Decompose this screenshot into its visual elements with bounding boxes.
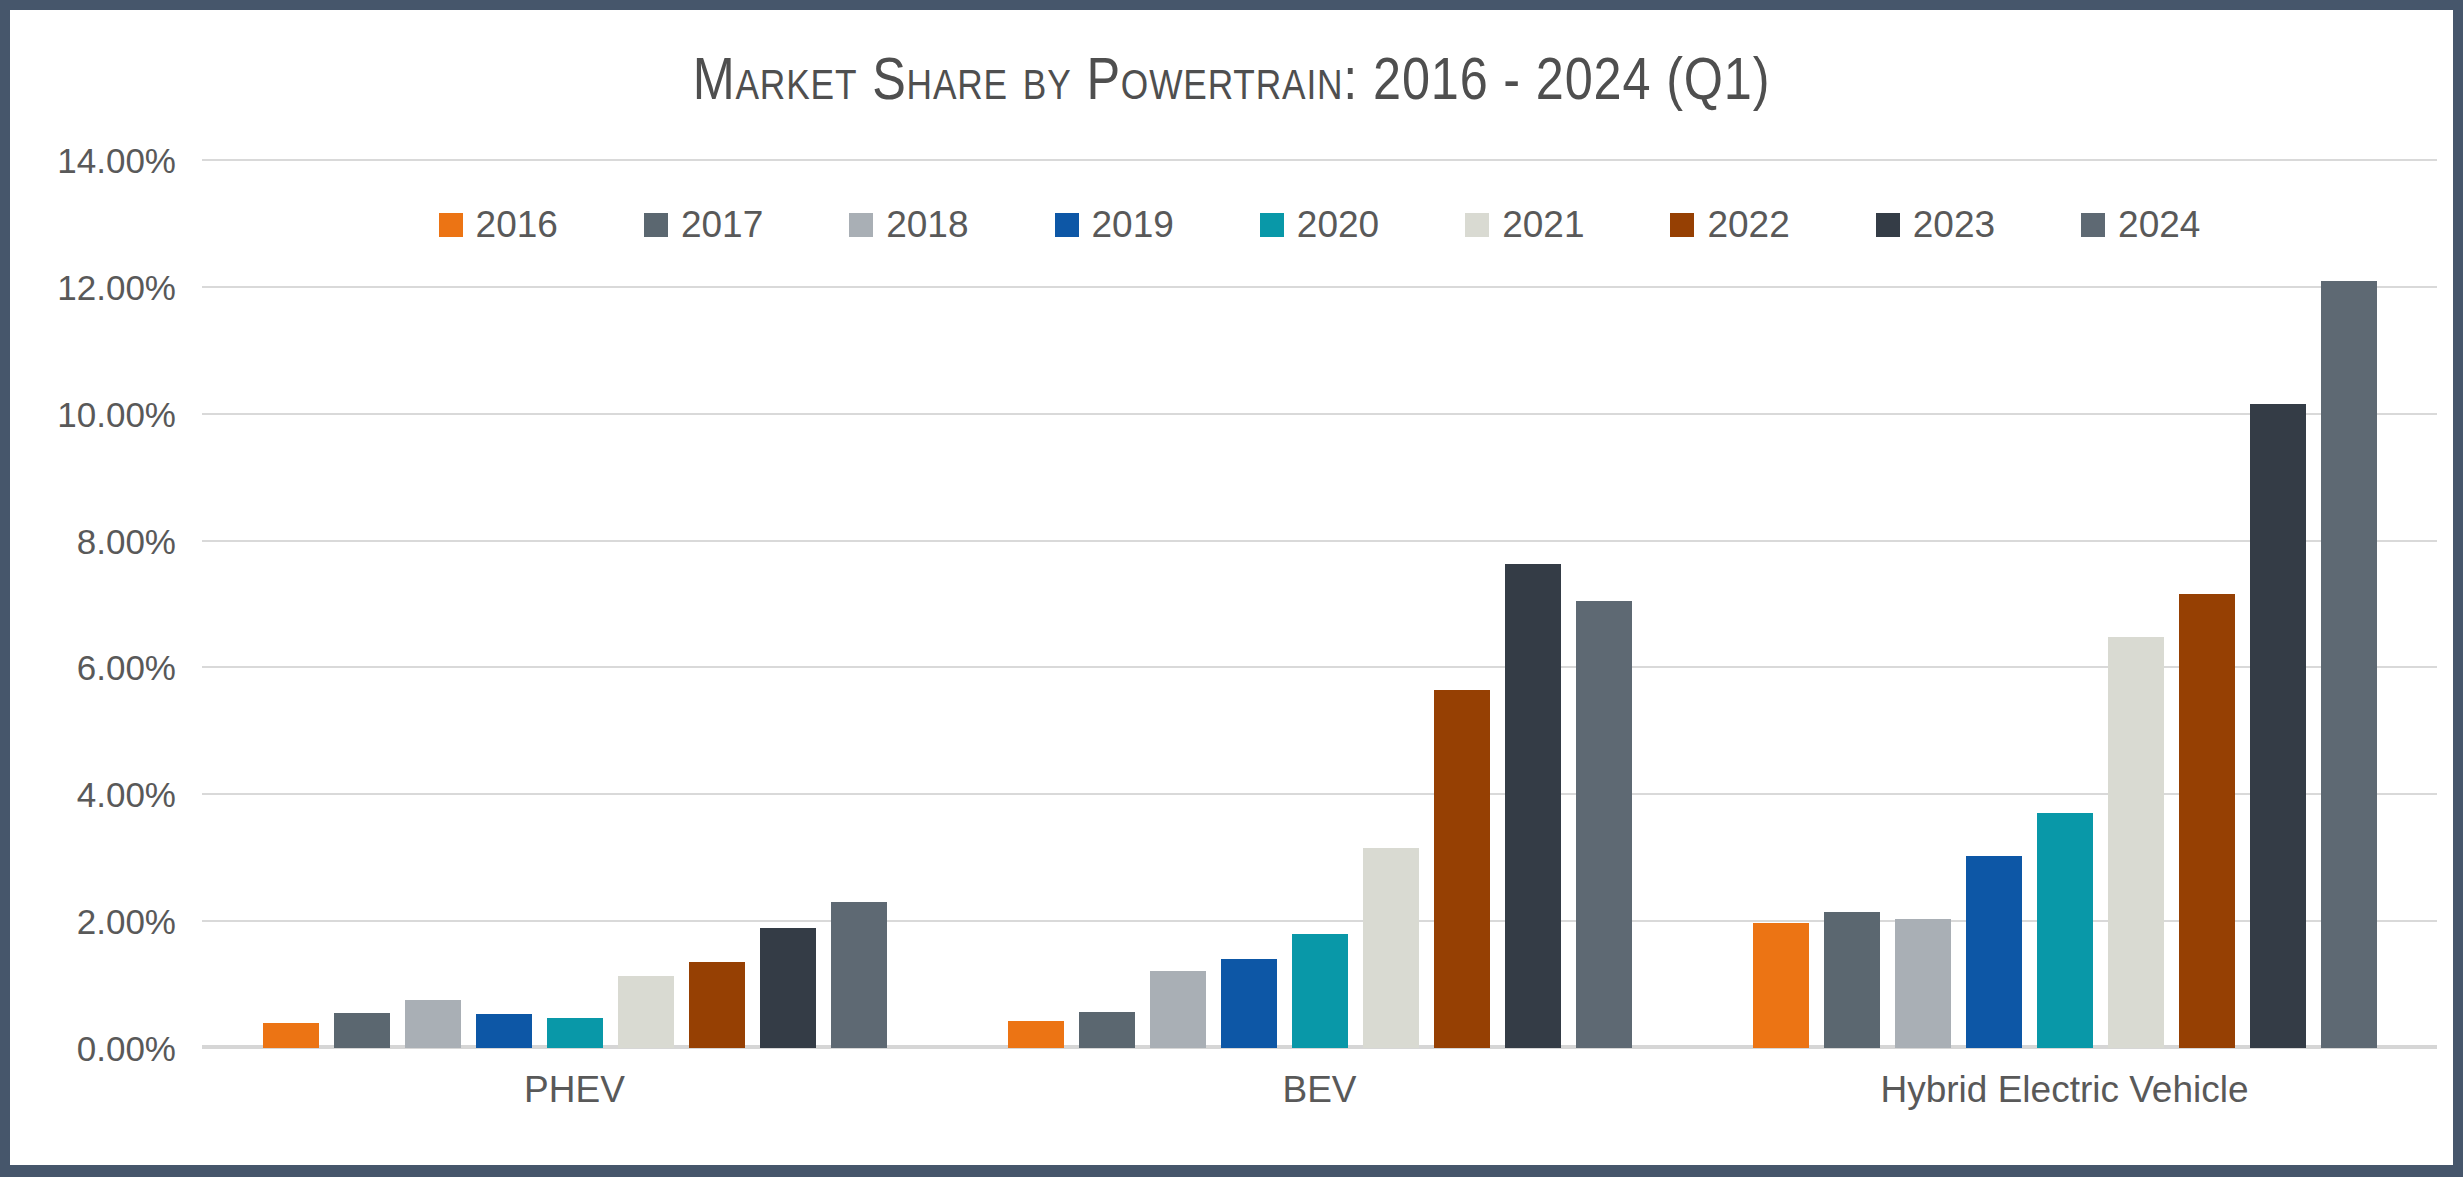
y-axis-tick-label-12.00%: 12.00%: [57, 268, 176, 308]
bar-2017-BEV: [1079, 1012, 1135, 1048]
y-axis-tick-label-6.00%: 6.00%: [77, 648, 176, 688]
legend-swatch-2020: [1260, 213, 1284, 237]
bar-2023-BEV: [1505, 564, 1561, 1048]
bar-group-PHEV: [202, 160, 947, 1048]
bar-2017-Hybrid Electric Vehicle: [1824, 912, 1880, 1048]
bar-2016-PHEV: [263, 1023, 319, 1048]
chart-body: 0.00%2.00%4.00%6.00%8.00%10.00%12.00%14.…: [10, 160, 2453, 1048]
legend-label-2021: 2021: [1502, 204, 1584, 246]
legend-swatch-2016: [439, 213, 463, 237]
bar-2023-PHEV: [760, 928, 816, 1049]
legend-item-2016: 2016: [439, 204, 558, 246]
bar-2018-PHEV: [405, 1000, 461, 1048]
legend-item-2017: 2017: [644, 204, 763, 246]
bar-2023-Hybrid Electric Vehicle: [2250, 404, 2306, 1048]
bar-2018-BEV: [1150, 971, 1206, 1048]
bar-2018-Hybrid Electric Vehicle: [1895, 919, 1951, 1048]
legend-label-2020: 2020: [1297, 204, 1379, 246]
x-axis-category-label-PHEV: PHEV: [202, 1048, 947, 1132]
legend-item-2019: 2019: [1055, 204, 1174, 246]
bar-2019-BEV: [1221, 959, 1277, 1048]
bar-2021-PHEV: [618, 976, 674, 1048]
legend-item-2023: 2023: [1876, 204, 1995, 246]
chart-title: Market Share by Powertrain: 2016 - 2024 …: [693, 44, 1771, 113]
bar-2020-BEV: [1292, 934, 1348, 1048]
y-axis: 0.00%2.00%4.00%6.00%8.00%10.00%12.00%14.…: [10, 160, 202, 1048]
bar-2022-PHEV: [689, 962, 745, 1048]
legend-swatch-2022: [1670, 213, 1694, 237]
legend-item-2022: 2022: [1670, 204, 1789, 246]
bar-2020-Hybrid Electric Vehicle: [2037, 813, 2093, 1048]
y-axis-tick-label-14.00%: 14.00%: [57, 141, 176, 181]
bar-2024-PHEV: [831, 902, 887, 1048]
bar-2024-Hybrid Electric Vehicle: [2321, 281, 2377, 1048]
legend-item-2024: 2024: [2081, 204, 2200, 246]
bar-2020-PHEV: [547, 1018, 603, 1048]
legend-label-2024: 2024: [2118, 204, 2200, 246]
legend-item-2020: 2020: [1260, 204, 1379, 246]
bar-2016-Hybrid Electric Vehicle: [1753, 923, 1809, 1048]
bar-2024-BEV: [1576, 601, 1632, 1048]
y-axis-tick-label-0.00%: 0.00%: [77, 1029, 176, 1069]
bar-group-BEV: [947, 160, 1692, 1048]
bar-2022-Hybrid Electric Vehicle: [2179, 594, 2235, 1048]
bar-2017-PHEV: [334, 1013, 390, 1048]
legend-swatch-2017: [644, 213, 668, 237]
y-axis-tick-label-8.00%: 8.00%: [77, 522, 176, 562]
y-axis-tick-label-2.00%: 2.00%: [77, 902, 176, 942]
legend-swatch-2018: [849, 213, 873, 237]
bar-2019-PHEV: [476, 1014, 532, 1048]
chart-header: Market Share by Powertrain: 2016 - 2024 …: [10, 10, 2453, 160]
chart-frame: Market Share by Powertrain: 2016 - 2024 …: [0, 0, 2463, 1177]
legend-swatch-2019: [1055, 213, 1079, 237]
legend-label-2019: 2019: [1092, 204, 1174, 246]
plot-area: 2016 2017 2018 2019 2020 2021 2022 2023 2024: [202, 160, 2437, 1048]
legend-label-2022: 2022: [1707, 204, 1789, 246]
bar-2021-BEV: [1363, 848, 1419, 1048]
x-axis: PHEVBEVHybrid Electric Vehicle: [202, 1048, 2437, 1132]
bar-group-Hybrid Electric Vehicle: [1692, 160, 2437, 1048]
x-axis-category-label-Hybrid Electric Vehicle: Hybrid Electric Vehicle: [1692, 1048, 2437, 1132]
legend-swatch-2023: [1876, 213, 1900, 237]
legend-item-2021: 2021: [1465, 204, 1584, 246]
legend-label-2018: 2018: [886, 204, 968, 246]
bar-groups: [202, 160, 2437, 1048]
legend-item-2018: 2018: [849, 204, 968, 246]
y-axis-tick-label-10.00%: 10.00%: [57, 395, 176, 435]
bar-2016-BEV: [1008, 1021, 1064, 1048]
y-axis-tick-label-4.00%: 4.00%: [77, 775, 176, 815]
bar-2022-BEV: [1434, 690, 1490, 1048]
bar-2021-Hybrid Electric Vehicle: [2108, 637, 2164, 1048]
legend-swatch-2021: [1465, 213, 1489, 237]
legend: 2016 2017 2018 2019 2020 2021 2022 2023 2024: [202, 204, 2437, 246]
legend-swatch-2024: [2081, 213, 2105, 237]
legend-label-2023: 2023: [1913, 204, 1995, 246]
bar-2019-Hybrid Electric Vehicle: [1966, 856, 2022, 1048]
x-axis-category-label-BEV: BEV: [947, 1048, 1692, 1132]
legend-label-2017: 2017: [681, 204, 763, 246]
legend-label-2016: 2016: [476, 204, 558, 246]
